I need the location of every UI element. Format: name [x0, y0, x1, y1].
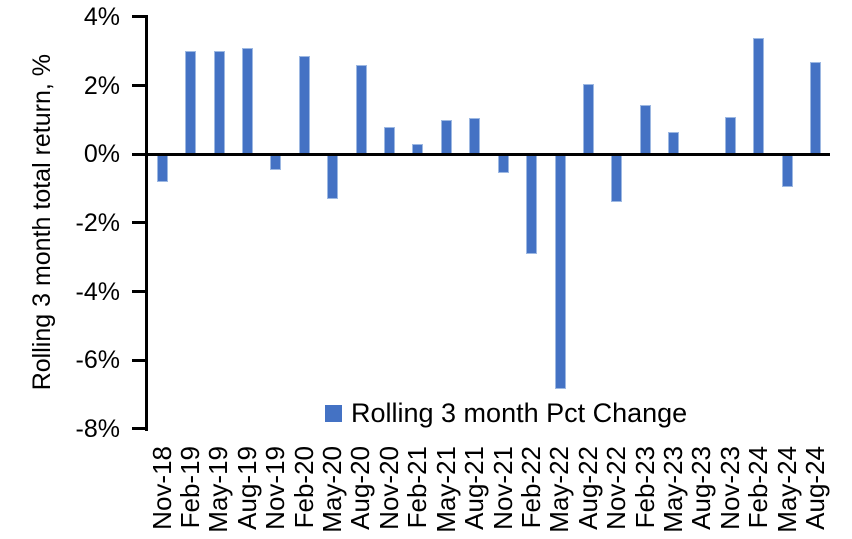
- y-axis-line: [145, 15, 148, 431]
- bar-Feb-20: [298, 56, 310, 155]
- bar-Feb-24: [753, 37, 765, 155]
- legend: Rolling 3 month Pct Change: [325, 400, 687, 427]
- bar-Aug-22: [582, 83, 594, 155]
- y-tick-label: -2%: [75, 208, 120, 237]
- y-tick-label: 4%: [83, 2, 120, 31]
- x-tick-label-Nov-21: Nov-21: [487, 446, 518, 530]
- x-tick-label-May-21: May-21: [430, 446, 461, 533]
- x-tick-label-Feb-21: Feb-21: [402, 446, 433, 529]
- x-tick-label-May-20: May-20: [317, 446, 348, 533]
- bar-Nov-21: [497, 154, 509, 174]
- y-tick-mark: [132, 221, 145, 225]
- bar-Feb-22: [526, 154, 538, 254]
- x-tick-label-Nov-19: Nov-19: [260, 446, 291, 530]
- x-tick-label-Feb-23: Feb-23: [629, 446, 660, 529]
- x-tick-label-May-22: May-22: [544, 446, 575, 533]
- bar-Aug-19: [241, 47, 253, 155]
- x-tick-label-Aug-24: Aug-24: [800, 446, 831, 530]
- bar-Feb-19: [185, 51, 197, 155]
- x-tick-label-Nov-20: Nov-20: [373, 446, 404, 530]
- x-tick-label-Feb-19: Feb-19: [174, 446, 205, 529]
- y-tick-label: 0%: [83, 140, 120, 169]
- bar-Aug-24: [810, 61, 822, 155]
- bar-Nov-20: [384, 126, 396, 155]
- y-tick-label: -4%: [75, 277, 120, 306]
- x-tick-label-Nov-18: Nov-18: [146, 446, 177, 530]
- x-tick-label-May-19: May-19: [203, 446, 234, 533]
- x-axis-labels: Nov-18 Feb-19 May-19 Aug-19 Nov-19 Feb-20 May-…: [146, 446, 831, 539]
- bar-May-20: [327, 154, 339, 199]
- y-tick-mark: [132, 427, 145, 431]
- bar-Feb-23: [639, 104, 651, 155]
- x-tick-label-Aug-19: Aug-19: [231, 446, 262, 530]
- bar-May-22: [554, 154, 566, 390]
- x-tick-label-Feb-24: Feb-24: [743, 446, 774, 529]
- bar-Nov-23: [725, 116, 737, 155]
- legend-series-label: Rolling 3 month Pct Change: [351, 398, 688, 428]
- bar-Nov-18: [156, 154, 168, 182]
- x-tick-label-May-24: May-24: [771, 446, 802, 533]
- y-tick-mark: [132, 290, 145, 294]
- y-tick-mark: [132, 358, 145, 362]
- y-tick-mark: [132, 15, 145, 19]
- x-tick-label-Aug-20: Aug-20: [345, 446, 376, 530]
- bar-Aug-20: [355, 65, 367, 155]
- x-tick-label-Aug-21: Aug-21: [459, 446, 490, 530]
- x-tick-label-Aug-22: Aug-22: [572, 446, 603, 530]
- plot-area: [148, 17, 830, 429]
- bar-May-21: [440, 119, 452, 155]
- bar-Nov-22: [611, 154, 623, 203]
- bar-May-23: [668, 131, 680, 155]
- x-axis-zero-line: [145, 153, 830, 156]
- y-tick-mark: [132, 84, 145, 88]
- y-tick-mark: [132, 152, 145, 156]
- x-tick-label-May-23: May-23: [658, 446, 689, 533]
- x-tick-label-Nov-23: Nov-23: [714, 446, 745, 530]
- y-tick-label: -8%: [75, 414, 120, 443]
- x-tick-label-Aug-23: Aug-23: [686, 446, 717, 530]
- y-tick-label: -6%: [75, 346, 120, 375]
- x-tick-label-Feb-20: Feb-20: [288, 446, 319, 529]
- bar-May-19: [213, 51, 225, 155]
- bar-Aug-21: [469, 118, 481, 155]
- bar-Nov-19: [270, 154, 282, 170]
- bar-May-24: [781, 154, 793, 187]
- x-tick-label-Feb-22: Feb-22: [515, 446, 546, 529]
- y-tick-label: 2%: [83, 71, 120, 100]
- legend-series-marker-icon: [325, 405, 342, 422]
- x-tick-label-Nov-22: Nov-22: [601, 446, 632, 530]
